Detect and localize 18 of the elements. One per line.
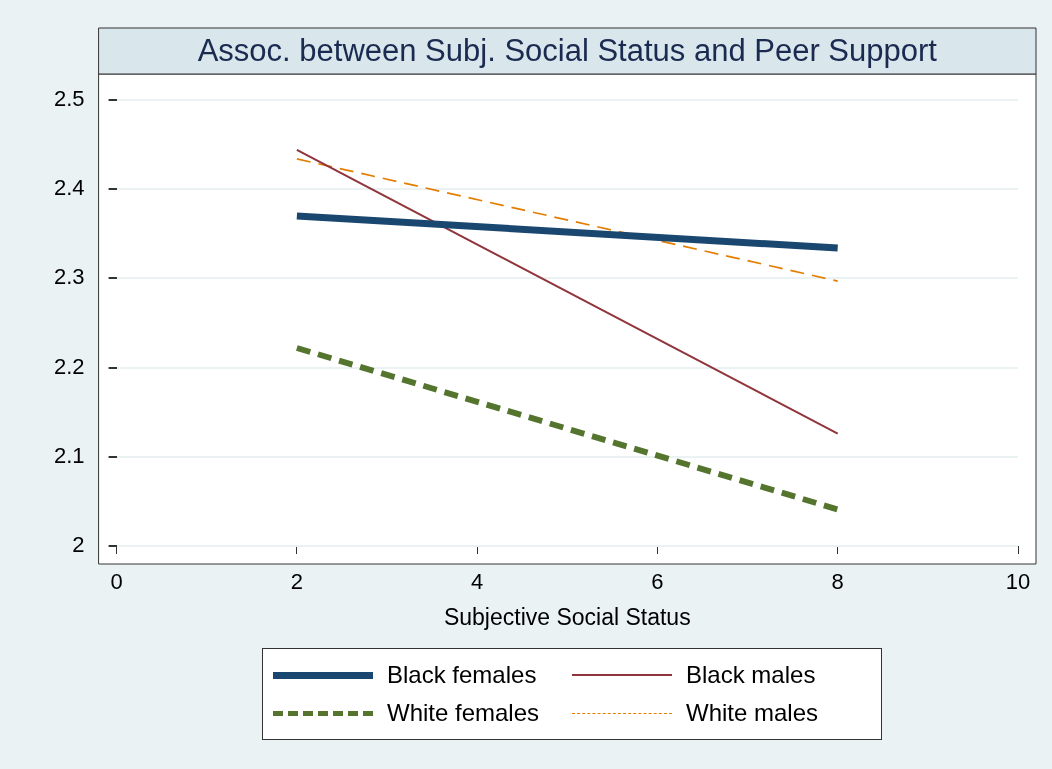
y-tick-label: 2 (72, 532, 85, 558)
x-tick-label: 10 (1005, 569, 1031, 595)
x-tick-label: 2 (290, 569, 303, 595)
y-tick-label: 2.5 (53, 86, 85, 112)
y-tick-label: 2.3 (53, 264, 85, 290)
chart-title: Assoc. between Subj. Social Status and Peer Support (197, 32, 938, 68)
x-tick-label: 8 (831, 569, 844, 595)
x-tick-label: 4 (471, 569, 484, 595)
x-tick-label: 6 (651, 569, 664, 595)
x-axis-title: Subjective Social Status (443, 603, 691, 630)
y-tick-label: 2.4 (53, 175, 85, 201)
y-tick-label: 2.1 (53, 442, 85, 468)
legend-label: Black males (686, 661, 816, 689)
y-tick-label: 2.2 (53, 353, 85, 379)
x-tick-label: 0 (110, 569, 123, 595)
legend-label: White females (387, 699, 540, 727)
legend-label: Black females (387, 661, 537, 689)
legend-label: White males (686, 699, 819, 727)
